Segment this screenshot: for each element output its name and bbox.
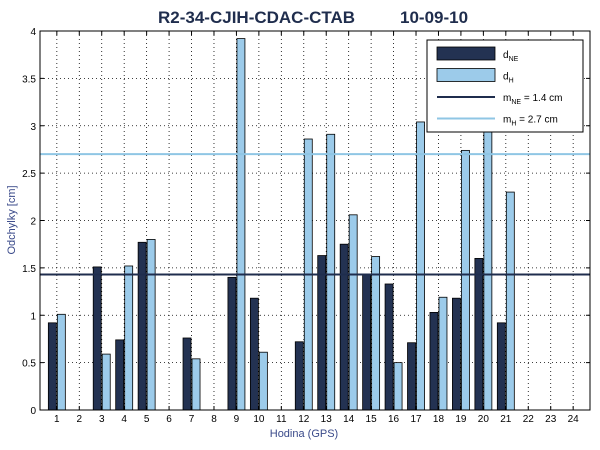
bar-d-h <box>348 214 358 411</box>
legend-swatch <box>436 68 496 82</box>
x-tick-label: 10 <box>253 414 265 425</box>
bar-d-ne <box>227 276 237 411</box>
y-tick-label: 2.5 <box>22 169 36 180</box>
x-tick-label: 4 <box>121 414 127 425</box>
legend-label: mNE = 1.4 cm <box>503 93 562 106</box>
bar-d-ne <box>137 241 147 411</box>
x-tick-label: 7 <box>189 414 195 425</box>
bar-d-h <box>258 351 268 411</box>
x-tick-label: 16 <box>388 414 400 425</box>
bar-d-h <box>483 127 493 411</box>
chart-date: 10-09-10 <box>400 8 468 27</box>
bar-d-ne <box>496 322 506 411</box>
bar-d-h <box>326 133 336 411</box>
y-tick-label: 3.5 <box>22 74 36 85</box>
bar-d-h <box>56 313 66 411</box>
x-tick-label: 15 <box>366 414 378 425</box>
legend: dNE dH mNE = 1.4 cm mH = 2.7 cm <box>426 39 584 133</box>
x-tick-label: 1 <box>54 414 60 425</box>
legend-swatch <box>436 46 496 61</box>
legend-label: mH = 2.7 cm <box>503 115 558 128</box>
y-axis-label: Odchylky [cm] <box>6 185 18 254</box>
x-tick-label: 21 <box>500 414 512 425</box>
bar-d-h <box>101 353 111 411</box>
x-tick-label: 22 <box>523 414 535 425</box>
bar-d-ne <box>182 337 192 411</box>
chart-title: R2-34-CJIH-CDAC-CTAB <box>158 8 355 27</box>
bar-d-h <box>371 256 381 411</box>
y-axis-ticks: 0 0.5 1 1.5 2 2.5 3 3.5 4 <box>22 27 590 417</box>
bar-d-h <box>505 191 515 411</box>
x-tick-label: 19 <box>455 414 467 425</box>
bar-d-h <box>124 265 134 411</box>
y-tick-label: 1 <box>30 311 36 322</box>
x-tick-label: 2 <box>77 414 83 425</box>
y-tick-label: 2 <box>30 217 36 228</box>
bar-d-h <box>438 296 448 411</box>
x-tick-label: 13 <box>321 414 333 425</box>
bar-d-h <box>461 149 470 411</box>
bar-d-h <box>393 362 403 411</box>
bar-d-h <box>191 358 201 411</box>
x-tick-label: 5 <box>144 414 150 425</box>
bar-d-h <box>416 121 425 411</box>
bar-d-ne <box>452 297 461 411</box>
bar-d-h <box>236 38 246 411</box>
y-tick-label: 0.5 <box>22 359 36 370</box>
bar-d-ne <box>317 255 327 411</box>
legend-label: dNE <box>503 50 519 63</box>
x-tick-label: 18 <box>433 414 445 425</box>
bar-d-ne <box>115 339 125 411</box>
y-tick-label: 3 <box>30 122 36 133</box>
bar-d-ne <box>47 322 57 411</box>
y-tick-label: 0 <box>30 406 36 417</box>
x-axis-label: Hodina (GPS) <box>270 428 338 440</box>
bars <box>47 38 515 411</box>
x-tick-label: 24 <box>568 414 580 425</box>
bar-d-h <box>146 239 156 411</box>
bar-d-ne <box>407 342 416 411</box>
y-tick-label: 4 <box>30 27 36 38</box>
x-tick-label: 14 <box>343 414 355 425</box>
x-tick-label: 6 <box>166 414 172 425</box>
x-tick-label: 20 <box>478 414 490 425</box>
bar-d-ne <box>384 283 394 411</box>
reference-lines <box>40 153 590 276</box>
bar-d-ne <box>362 274 372 411</box>
x-tick-label: 11 <box>276 414 287 425</box>
x-tick-label: 17 <box>410 414 422 425</box>
x-tick-label: 9 <box>234 414 240 425</box>
y-tick-label: 1.5 <box>22 264 36 275</box>
x-tick-label: 8 <box>211 414 217 425</box>
bar-d-ne <box>249 297 259 411</box>
x-axis-ticks: 1 2 3 4 5 6 7 8 9 10 11 12 13 14 15 16 17 18 19 20 21 22 23 24 <box>54 31 579 425</box>
bar-d-ne <box>92 266 102 411</box>
bar-d-ne <box>474 257 484 411</box>
bar-d-ne <box>294 341 304 411</box>
bar-d-ne <box>339 243 349 411</box>
x-tick-label: 12 <box>298 414 310 425</box>
x-tick-label: 3 <box>99 414 105 425</box>
bar-d-ne <box>429 312 439 411</box>
legend-label: dH <box>503 72 514 85</box>
x-tick-label: 23 <box>545 414 557 425</box>
